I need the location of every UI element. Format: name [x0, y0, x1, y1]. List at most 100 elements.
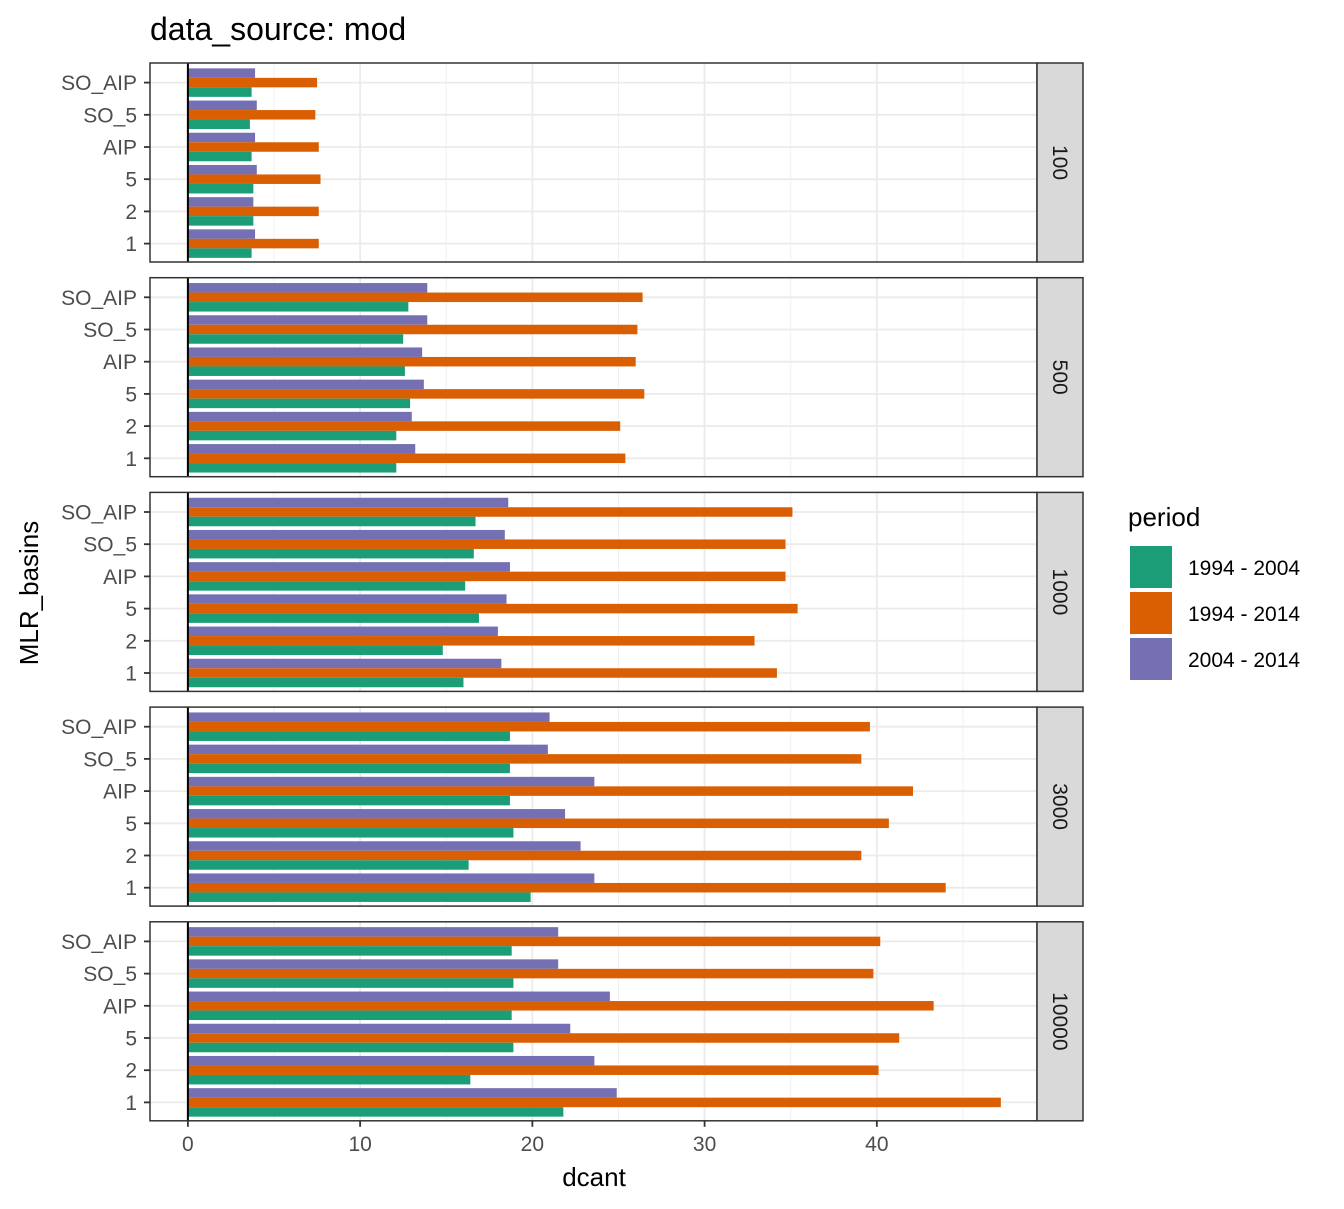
legend-key [1130, 546, 1172, 588]
bar-1000-SO_5-2004-2014 [187, 529, 505, 540]
legend-key [1130, 592, 1172, 634]
bar-100-SO_5-1994-2004 [187, 119, 250, 130]
bar-1000-5-2004-2014 [187, 594, 507, 604]
y-tick-label: SO_AIP [61, 716, 137, 739]
bar-100-SO_AIP-1994-2004 [187, 87, 252, 97]
bar-100-SO_AIP-1994-2014 [187, 77, 318, 88]
strip-background [1036, 491, 1084, 693]
bar-10000-AIP-1994-2014 [187, 1001, 934, 1011]
strip-label-500: 500 [1048, 360, 1071, 395]
y-tick-label: 1 [125, 448, 137, 471]
bar-500-5-1994-2004 [187, 398, 411, 409]
legend-label: 1994 - 2004 [1188, 557, 1300, 580]
bar-500-1-1994-2014 [187, 453, 626, 464]
facet-panel-3000: SO_AIP SO_5 AIP 5 2 1 3000 [61, 706, 1084, 907]
bar-3000-5-2004-2014 [187, 809, 566, 819]
bar-500-AIP-1994-2014 [187, 356, 636, 367]
bar-1000-5-1994-2014 [187, 603, 798, 614]
bar-10000-SO_5-1994-2014 [187, 968, 874, 979]
x-axis: 0 10 20 30 40 [182, 1120, 889, 1156]
bar-500-AIP-2004-2014 [187, 347, 423, 357]
panel-background [150, 63, 1037, 262]
y-tick-label: 2 [125, 416, 137, 439]
y-tick-label: SO_5 [83, 748, 137, 771]
x-axis-title: dcant [562, 1162, 626, 1192]
bar-500-5-1994-2014 [187, 389, 645, 399]
bar-500-2-1994-2004 [187, 430, 397, 441]
bar-1000-SO_AIP-1994-2014 [187, 507, 793, 517]
bar-3000-SO_5-1994-2014 [187, 754, 862, 764]
facet-panels: SO_AIP SO_5 AIP 5 2 1 100 SO_AIP SO_5 AIP 5 2 1 500 SO… [61, 62, 1084, 1122]
y-tick-label: SO_5 [83, 104, 137, 127]
bar-500-SO_AIP-2004-2014 [187, 283, 428, 293]
bar-3000-2-1994-2004 [187, 860, 469, 870]
strip-background [1036, 921, 1084, 1122]
legend: period 1994 - 2004 1994 - 2014 2004 - 2014 [1128, 502, 1300, 680]
strip-background [1036, 706, 1084, 907]
bar-100-5-1994-2004 [187, 183, 254, 194]
bar-10000-2-1994-2014 [187, 1065, 879, 1075]
bar-10000-5-1994-2014 [187, 1033, 900, 1043]
y-tick-label: SO_AIP [61, 287, 137, 310]
y-tick-label: SO_5 [83, 534, 137, 557]
strip-background [1036, 62, 1084, 263]
bar-3000-SO_5-1994-2004 [187, 763, 510, 774]
bar-500-SO_AIP-1994-2004 [187, 302, 409, 312]
y-tick-label: 1 [125, 877, 137, 900]
bar-100-SO_5-2004-2014 [187, 100, 257, 111]
legend-label: 2004 - 2014 [1188, 649, 1300, 672]
legend-key [1130, 638, 1172, 680]
facet-panel-1000: SO_AIP SO_5 AIP 5 2 1 1000 [61, 491, 1084, 693]
y-tick-label: AIP [103, 566, 137, 589]
y-axis-title: MLR_basins [14, 521, 44, 666]
strip-label-100: 100 [1048, 145, 1071, 180]
y-tick-label: 5 [125, 813, 137, 836]
bar-1000-2-1994-2014 [187, 636, 755, 646]
y-tick-label: SO_AIP [61, 72, 137, 95]
y-tick-label: 1 [125, 1092, 137, 1115]
bar-10000-SO_AIP-2004-2014 [187, 927, 559, 937]
bar-100-SO_5-1994-2014 [187, 110, 316, 120]
y-tick-label: SO_5 [83, 963, 137, 986]
y-tick-label: 2 [125, 201, 137, 224]
y-tick-label: 1 [125, 663, 137, 686]
bar-10000-AIP-1994-2004 [187, 1010, 512, 1021]
bar-1000-SO_5-1994-2004 [187, 548, 474, 559]
chart-title: data_source: mod [150, 11, 406, 47]
strip-label-1000: 1000 [1048, 569, 1071, 616]
bar-100-1-2004-2014 [187, 229, 256, 239]
bar-3000-5-1994-2004 [187, 828, 514, 838]
bar-10000-SO_5-2004-2014 [187, 959, 559, 969]
bar-1000-2-1994-2004 [187, 645, 443, 656]
y-tick-label: 2 [125, 630, 137, 653]
bar-500-1-2004-2014 [187, 444, 416, 454]
y-tick-label: 1 [125, 233, 137, 256]
bar-500-2-1994-2014 [187, 421, 621, 431]
bar-1000-2-2004-2014 [187, 626, 498, 637]
y-tick-label: AIP [103, 781, 137, 804]
facet-panel-100: SO_AIP SO_5 AIP 5 2 1 100 [61, 62, 1084, 263]
legend-label: 1994 - 2014 [1188, 603, 1300, 626]
bar-3000-AIP-1994-2004 [187, 795, 510, 806]
bar-10000-AIP-2004-2014 [187, 991, 610, 1002]
y-tick-label: AIP [103, 137, 137, 160]
bar-10000-5-1994-2004 [187, 1042, 514, 1053]
bar-10000-SO_AIP-1994-2004 [187, 946, 512, 956]
bar-3000-1-1994-2004 [187, 892, 531, 902]
bar-3000-SO_AIP-1994-2014 [187, 721, 870, 732]
bar-100-1-1994-2004 [187, 248, 252, 258]
bar-1000-SO_AIP-2004-2014 [187, 497, 509, 508]
bar-100-5-2004-2014 [187, 164, 257, 175]
bar-500-5-2004-2014 [187, 379, 424, 390]
y-tick-label: 5 [125, 383, 137, 406]
bar-100-AIP-2004-2014 [187, 132, 256, 143]
bar-500-1-1994-2004 [187, 463, 397, 473]
bar-10000-1-1994-2014 [187, 1097, 1001, 1108]
x-tick-label: 40 [865, 1133, 888, 1156]
bar-1000-AIP-1994-2004 [187, 581, 466, 591]
y-tick-label: 5 [125, 598, 137, 621]
y-tick-label: SO_5 [83, 319, 137, 342]
y-tick-label: SO_AIP [61, 931, 137, 954]
bar-3000-2-2004-2014 [187, 841, 581, 851]
bar-1000-SO_AIP-1994-2004 [187, 516, 476, 527]
